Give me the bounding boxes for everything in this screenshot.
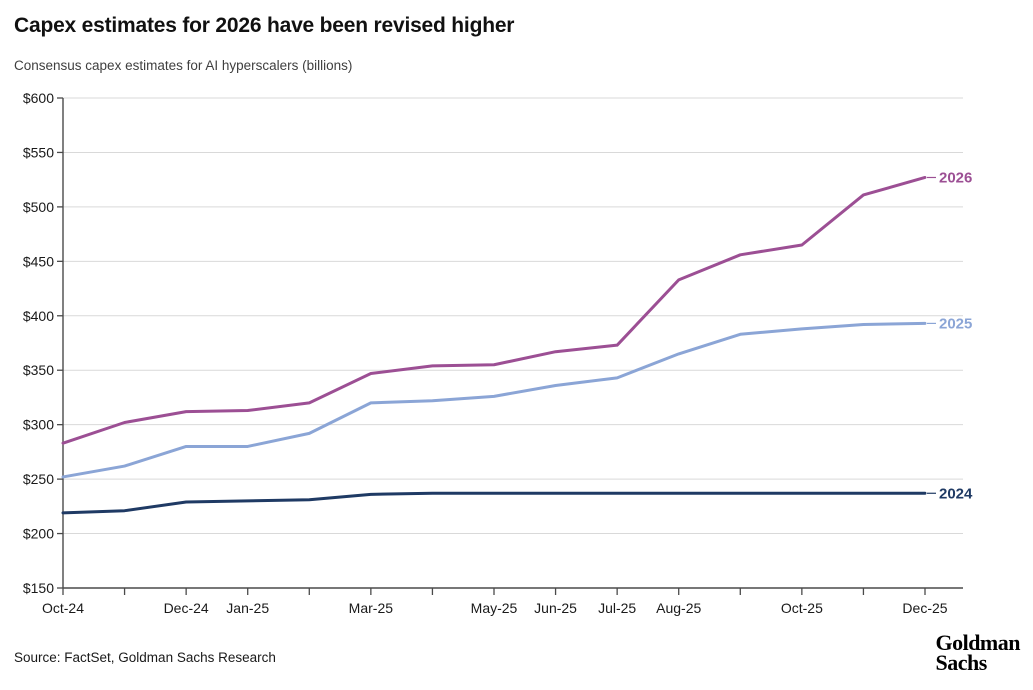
x-tick-label: Dec-24 — [164, 600, 209, 616]
series-line-2024 — [61, 491, 927, 515]
chart-title: Capex estimates for 2026 have been revis… — [14, 14, 515, 37]
y-tick-label: $150 — [23, 580, 54, 596]
logo-line-2: Sachs — [935, 650, 987, 676]
x-tick-label: Oct-24 — [42, 600, 84, 616]
y-tick-label: $600 — [23, 90, 54, 106]
series-line-2026 — [61, 175, 927, 445]
series-end-label-2024: 2024 — [939, 485, 973, 502]
y-tick-label: $200 — [23, 526, 54, 542]
y-tick-label: $300 — [23, 417, 54, 433]
goldman-sachs-logo: Goldman Sachs — [935, 630, 1020, 676]
y-tick-label: $250 — [23, 471, 54, 487]
y-tick-label: $350 — [23, 362, 54, 378]
series-line-2025 — [61, 321, 927, 479]
x-tick-label: Jan-25 — [226, 600, 269, 616]
line-chart: $150 $200 $250 $300 $350 $400 $450 $500 $550 $600… — [23, 90, 973, 616]
x-tick-label: Mar-25 — [349, 600, 394, 616]
y-tick-label: $500 — [23, 199, 54, 215]
y-tick-label: $550 — [23, 144, 54, 160]
x-tick-label: May-25 — [471, 600, 518, 616]
series-end-label-2026: 2026 — [939, 169, 972, 186]
y-tick-label: $450 — [23, 253, 54, 269]
chart-subtitle: Consensus capex estimates for AI hypersc… — [14, 58, 353, 73]
logo-line-1: Goldman — [935, 630, 1020, 655]
x-tick-label: Oct-25 — [781, 600, 823, 616]
x-tick-label: Dec-25 — [902, 600, 947, 616]
source-note: Source: FactSet, Goldman Sachs Research — [14, 650, 276, 665]
x-tick-label: Jul-25 — [598, 600, 636, 616]
x-tick-label: Aug-25 — [656, 600, 701, 616]
y-tick-label: $400 — [23, 308, 54, 324]
series-end-label-2025: 2025 — [939, 315, 972, 332]
x-tick-label: Jun-25 — [534, 600, 577, 616]
